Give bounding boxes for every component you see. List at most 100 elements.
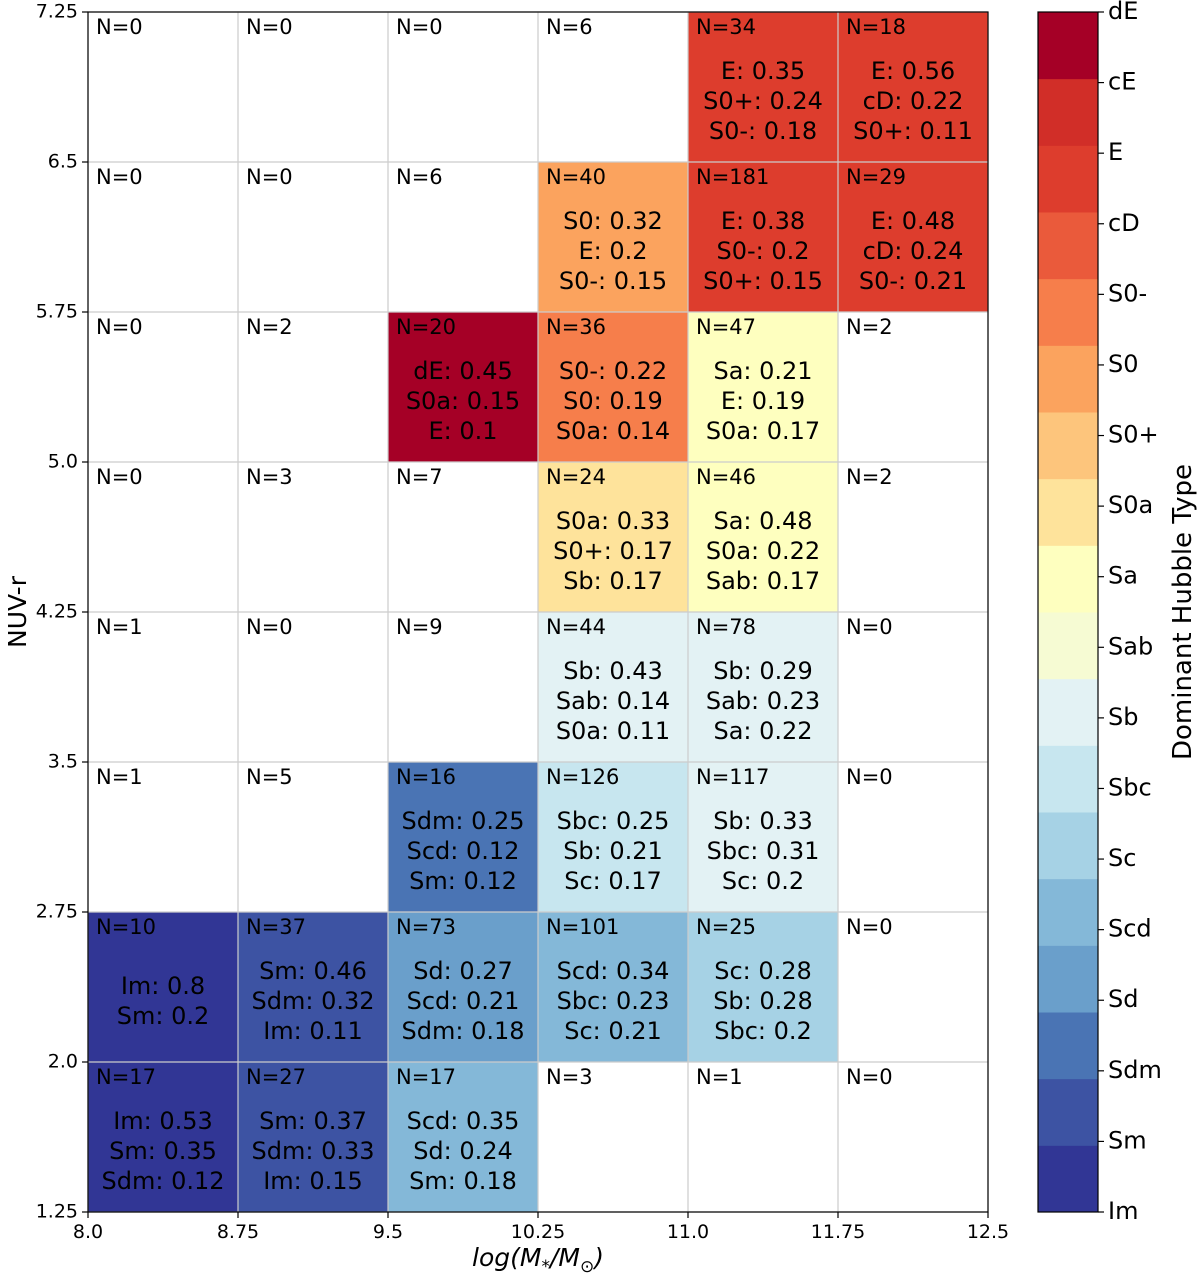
cell-type-fraction: Scd: 0.34 (557, 957, 670, 985)
colorbar-label: Dominant Hubble Type (1168, 464, 1198, 760)
cell-type-fraction: S0: 0.19 (563, 387, 663, 415)
colorbar-segment (1038, 945, 1098, 1013)
colorbar-segment (1038, 745, 1098, 813)
cell-type-fraction: Sdm: 0.33 (252, 1137, 375, 1165)
cell-count-label: N=7 (396, 465, 443, 489)
y-tick-label: 4.25 (36, 601, 78, 623)
cell-type-fraction: S0a: 0.14 (556, 417, 670, 445)
cell-count-label: N=2 (846, 465, 893, 489)
cell-type-fraction: Sb: 0.43 (563, 657, 663, 685)
heatmap-cell (688, 12, 838, 162)
cell-type-fraction: E: 0.38 (721, 207, 805, 235)
cell-type-fraction: Sbc: 0.31 (707, 837, 820, 865)
y-tick-label: 2.0 (48, 1051, 78, 1073)
heatmap-cell (688, 462, 838, 612)
cell-type-fraction: Scd: 0.35 (407, 1107, 520, 1135)
x-axis-ticks: 8.0 8.75 9.5 10.25 11.0 11.75 12.5 (73, 1212, 1009, 1243)
cell-type-fraction: cD: 0.22 (863, 87, 964, 115)
y-tick-label: 2.75 (36, 901, 78, 923)
colorbar-tick-label: S0+ (1108, 421, 1159, 449)
cell-count-label: N=0 (96, 315, 143, 339)
colorbar-tick-label: S0a (1108, 491, 1153, 519)
cell-count-label: N=0 (396, 15, 443, 39)
cell-type-fraction: Sc: 0.17 (564, 867, 662, 895)
x-tick-label: 9.5 (373, 1221, 403, 1243)
x-tick-label: 11.0 (667, 1221, 709, 1243)
cell-type-fraction: S0-: 0.15 (559, 267, 667, 295)
cell-count-label: N=46 (696, 465, 756, 489)
cell-count-label: N=0 (246, 165, 293, 189)
cell-type-fraction: Sc: 0.2 (722, 867, 804, 895)
cell-type-fraction: Sab: 0.23 (706, 687, 820, 715)
colorbar-tick-label: dE (1108, 0, 1138, 25)
cell-type-fraction: S0-: 0.18 (709, 117, 817, 145)
cell-type-fraction: Sab: 0.17 (706, 567, 820, 595)
cell-type-fraction: S0a: 0.11 (556, 717, 670, 745)
cell-type-fraction: Sdm: 0.25 (402, 807, 525, 835)
heatmap-cell (538, 462, 688, 612)
cell-count-label: N=5 (246, 765, 293, 789)
cell-count-label: N=47 (696, 315, 756, 339)
cell-type-fraction: E: 0.19 (721, 387, 805, 415)
colorbar-segment (1038, 612, 1098, 680)
cell-type-fraction: S0a: 0.33 (556, 507, 670, 535)
colorbar-tick-label: Sc (1108, 844, 1136, 872)
cell-count-label: N=0 (96, 15, 143, 39)
cell-type-fraction: Sdm: 0.18 (402, 1017, 525, 1045)
colorbar-segment (1038, 545, 1098, 613)
cell-type-fraction: Sm: 0.2 (117, 1002, 210, 1030)
colorbar-segment (1038, 1078, 1098, 1146)
heatmap-cell (688, 162, 838, 312)
cell-type-fraction: Sm: 0.18 (409, 1167, 517, 1195)
cell-type-fraction: Sbc: 0.23 (557, 987, 670, 1015)
cell-type-fraction: Sbc: 0.2 (714, 1017, 812, 1045)
cell-type-fraction: Sc: 0.28 (714, 957, 812, 985)
cell-count-label: N=3 (546, 1065, 593, 1089)
cell-count-label: N=78 (696, 615, 756, 639)
cell-type-fraction: Sd: 0.24 (413, 1137, 513, 1165)
heatmap-cell (538, 312, 688, 462)
colorbar: Im Sm Sdm Sd Scd Sc Sbc Sb Sab Sa S0a S0+ S0 S0- cD EcE… (1037, 0, 1198, 1225)
cell-count-label: N=0 (846, 765, 893, 789)
cell-type-fraction: S0a: 0.15 (406, 387, 520, 415)
cell-type-fraction: Im: 0.15 (263, 1167, 363, 1195)
cell-type-fraction: Scd: 0.12 (407, 837, 520, 865)
colorbar-segments (1038, 12, 1098, 1213)
cell-count-label: N=0 (246, 615, 293, 639)
colorbar-segment (1038, 12, 1098, 80)
cell-count-label: N=36 (546, 315, 606, 339)
cell-count-label: N=0 (96, 465, 143, 489)
colorbar-segment (1038, 1145, 1098, 1213)
cell-type-fraction: Sab: 0.14 (556, 687, 670, 715)
cell-type-fraction: Sa: 0.48 (713, 507, 812, 535)
colorbar-tick-label: Sd (1108, 985, 1138, 1013)
y-tick-label: 1.25 (36, 1201, 78, 1223)
cell-count-label: N=25 (696, 915, 756, 939)
x-tick-label: 11.75 (811, 1221, 865, 1243)
heatmap-cell (538, 762, 688, 912)
cell-type-fraction: E: 0.35 (721, 57, 805, 85)
cell-type-fraction: S0: 0.32 (563, 207, 663, 235)
colorbar-segment (1038, 212, 1098, 280)
cell-count-label: N=1 (696, 1065, 743, 1089)
colorbar-tick-label: cE (1108, 68, 1136, 96)
cell-count-label: N=20 (396, 315, 456, 339)
cell-count-label: N=10 (96, 915, 156, 939)
cell-type-fraction: Sm: 0.12 (409, 867, 517, 895)
colorbar-segment (1038, 412, 1098, 480)
cell-type-fraction: S0a: 0.22 (706, 537, 820, 565)
cell-type-fraction: Sd: 0.27 (413, 957, 513, 985)
cell-type-fraction: Sb: 0.29 (713, 657, 813, 685)
cell-count-label: N=1 (96, 615, 143, 639)
cell-count-label: N=29 (846, 165, 906, 189)
cell-type-fraction: Sm: 0.37 (259, 1107, 367, 1135)
heatmap-cell (88, 912, 238, 1062)
heatmap-cell (538, 612, 688, 762)
cell-type-fraction: Sb: 0.17 (563, 567, 663, 595)
colorbar-segment (1038, 78, 1098, 146)
cell-type-fraction: Sb: 0.28 (713, 987, 813, 1015)
cell-type-fraction: dE: 0.45 (413, 357, 513, 385)
cell-type-fraction: Sbc: 0.25 (557, 807, 670, 835)
cell-count-label: N=2 (846, 315, 893, 339)
